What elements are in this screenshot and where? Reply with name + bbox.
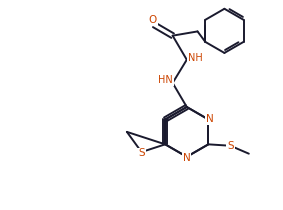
Text: O: O	[149, 15, 157, 25]
Text: NH: NH	[188, 53, 203, 63]
Text: S: S	[227, 141, 234, 151]
Text: S: S	[138, 148, 145, 159]
Text: N: N	[206, 114, 214, 125]
Text: HN: HN	[158, 75, 173, 85]
Text: N: N	[183, 153, 191, 163]
